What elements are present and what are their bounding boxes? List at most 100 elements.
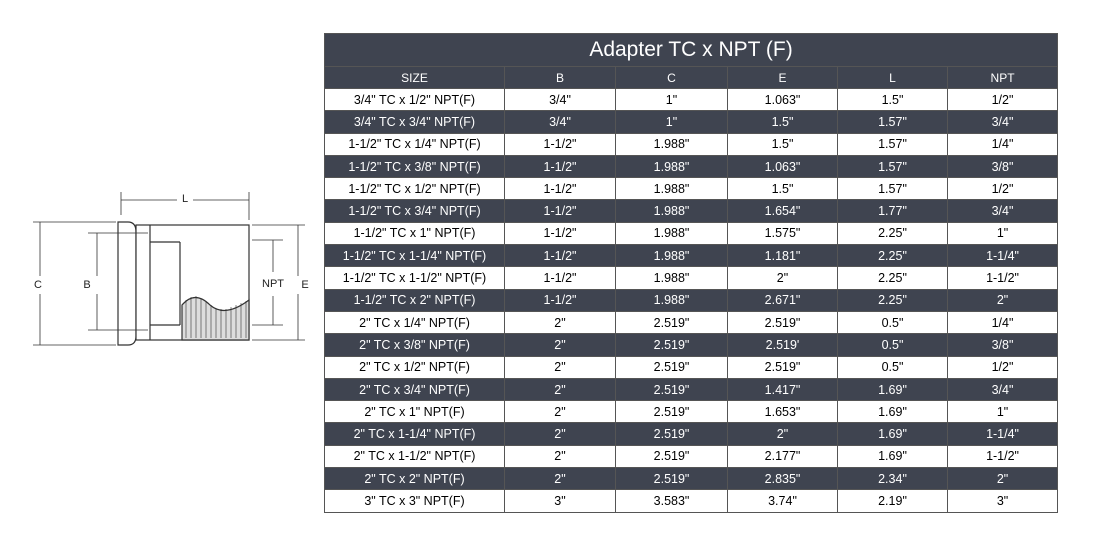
table-cell: 1.063" bbox=[727, 154, 838, 179]
dim-label: C bbox=[34, 279, 42, 291]
table-row: 2" TC x 1/2" NPT(F) 2" 2.519" 2.519" 0.5" 1/2… bbox=[324, 355, 1059, 379]
table-cell: 1-1/2" bbox=[504, 244, 616, 268]
table-cell: 0.5" bbox=[837, 355, 948, 379]
table-row: 1-1/2" TC x 1" NPT(F) 1-1/2" 1.988" 1.575" 2… bbox=[324, 221, 1059, 246]
table-cell: 1/4" bbox=[946, 132, 1059, 156]
table-cell: 1-1/4" bbox=[946, 244, 1059, 268]
table-cell: 2" bbox=[504, 400, 616, 424]
table-cell: 2.519" bbox=[615, 333, 728, 357]
diagram: L C B NPT E bbox=[33, 192, 309, 346]
table-row: 1-1/2" TC x 3/8" NPT(F) 1-1/2" 1.988" 1.063… bbox=[324, 154, 1059, 179]
table-cell: 1" bbox=[946, 221, 1059, 246]
table-cell: 1.988" bbox=[615, 288, 728, 312]
table-cell: 3/4" TC x 3/4" NPT(F) bbox=[324, 110, 505, 134]
table-cell: 2.519" bbox=[727, 355, 838, 379]
table-cell: 3/4" bbox=[504, 110, 616, 134]
header-cell: B bbox=[504, 66, 616, 89]
header-row: SIZE B C E L NPT bbox=[324, 66, 1059, 89]
table-cell: 3" bbox=[946, 489, 1059, 513]
header-cell: C bbox=[615, 66, 728, 89]
table-cell: 1.988" bbox=[615, 154, 728, 179]
table-cell: 2" bbox=[727, 422, 838, 446]
table-cell: 2.25" bbox=[837, 266, 948, 290]
table-cell: 1.69" bbox=[837, 377, 948, 402]
table-cell: 1" bbox=[946, 400, 1059, 424]
table-cell: 1/2" bbox=[946, 87, 1059, 112]
table-cell: 1.988" bbox=[615, 266, 728, 290]
header-cell: E bbox=[727, 66, 838, 89]
table-cell: 3.74" bbox=[727, 489, 838, 513]
table-cell: 2" TC x 1/4" NPT(F) bbox=[324, 310, 505, 335]
table-cell: 1-1/2" bbox=[946, 444, 1059, 469]
table-cell: 2" TC x 1-1/2" NPT(F) bbox=[324, 444, 505, 469]
table-cell: 1-1/2" TC x 1-1/4" NPT(F) bbox=[324, 244, 505, 268]
table-row: 3" TC x 3" NPT(F) 3" 3.583" 3.74" 2.19" 3" bbox=[324, 489, 1059, 513]
table-row: 2" TC x 2" NPT(F) 2" 2.519" 2.835" 2.34" 2" bbox=[324, 467, 1059, 491]
table-cell: 2.519" bbox=[615, 467, 728, 491]
table-cell: 1.988" bbox=[615, 132, 728, 156]
table-cell: 2" TC x 1" NPT(F) bbox=[324, 400, 505, 424]
table-cell: 1.5" bbox=[727, 132, 838, 156]
table-cell: 2" bbox=[504, 422, 616, 446]
table-row: 2" TC x 3/8" NPT(F) 2" 2.519" 2.519' 0.5" 3/8… bbox=[324, 333, 1059, 357]
table-row: 1-1/2" TC x 1/4" NPT(F) 1-1/2" 1.988" 1.5" 1… bbox=[324, 132, 1059, 156]
table-cell: 1-1/2" TC x 3/8" NPT(F) bbox=[324, 154, 505, 179]
table-row: 2" TC x 1/4" NPT(F) 2" 2.519" 2.519" 0.5" 1/4… bbox=[324, 310, 1059, 335]
table-cell: 1/4" bbox=[946, 310, 1059, 335]
table-cell: 1-1/2" bbox=[504, 199, 616, 223]
table-cell: 2" bbox=[504, 377, 616, 402]
table-cell: 1-1/2" bbox=[504, 288, 616, 312]
table-cell: 2.519" bbox=[615, 310, 728, 335]
table-cell: 1-1/2" TC x 2" NPT(F) bbox=[324, 288, 505, 312]
table-cell: 3/4" bbox=[946, 377, 1059, 402]
table-cell: 2" bbox=[504, 333, 616, 357]
table-cell: 3/4" bbox=[504, 87, 616, 112]
table-cell: 1.417" bbox=[727, 377, 838, 402]
table-cell: 2.519" bbox=[615, 422, 728, 446]
table-cell: 2.519" bbox=[727, 310, 838, 335]
table-cell: 1.57" bbox=[837, 177, 948, 201]
table-cell: 2.177" bbox=[727, 444, 838, 469]
table-cell: 0.5" bbox=[837, 333, 948, 357]
table-cell: 3/8" bbox=[946, 333, 1059, 357]
table-cell: 1-1/2" bbox=[946, 266, 1059, 290]
table-cell: 3/4" TC x 1/2" NPT(F) bbox=[324, 87, 505, 112]
table-cell: 1.77" bbox=[837, 199, 948, 223]
dim-label: L bbox=[182, 193, 188, 205]
table-cell: 1.5" bbox=[727, 110, 838, 134]
table-cell: 1" bbox=[615, 110, 728, 134]
table-cell: 1-1/2" TC x 1" NPT(F) bbox=[324, 221, 505, 246]
table-row: 3/4" TC x 1/2" NPT(F) 3/4" 1" 1.063" 1.5" 1/2… bbox=[324, 87, 1059, 112]
table-cell: 1.5" bbox=[837, 87, 948, 112]
table-cell: 2.25" bbox=[837, 288, 948, 312]
table-row: 3/4" TC x 3/4" NPT(F) 3/4" 1" 1.5" 1.57" 3/4" bbox=[324, 110, 1059, 134]
table-cell: 2.19" bbox=[837, 489, 948, 513]
table-cell: 1.57" bbox=[837, 132, 948, 156]
table-cell: 3.583" bbox=[615, 489, 728, 513]
table-cell: 2.25" bbox=[837, 244, 948, 268]
header-cell: SIZE bbox=[324, 66, 505, 89]
table-cell: 1-1/2" bbox=[504, 177, 616, 201]
table-cell: 1-1/2" TC x 1/2" NPT(F) bbox=[324, 177, 505, 201]
table-cell: 2.519" bbox=[615, 355, 728, 379]
table-cell: 1/2" bbox=[946, 177, 1059, 201]
table-cell: 3/4" bbox=[946, 199, 1059, 223]
table-cell: 1-1/2" TC x 1-1/2" NPT(F) bbox=[324, 266, 505, 290]
table-cell: 2.34" bbox=[837, 467, 948, 491]
table-cell: 1.57" bbox=[837, 154, 948, 179]
table-cell: 3" bbox=[504, 489, 616, 513]
table-cell: 1.69" bbox=[837, 422, 948, 446]
spec-table: Adapter TC x NPT (F) SIZE B C E L NPT 3/4" TC … bbox=[323, 33, 1059, 513]
table-cell: 2" bbox=[504, 355, 616, 379]
table-cell: 2.671" bbox=[727, 288, 838, 312]
table-cell: 2" TC x 3/4" NPT(F) bbox=[324, 377, 505, 402]
table-row: 2" TC x 1-1/4" NPT(F) 2" 2.519" 2" 1.69" 1-1/… bbox=[324, 422, 1059, 446]
table-cell: 1.988" bbox=[615, 177, 728, 201]
dim-label: B bbox=[83, 279, 90, 291]
table-cell: 3/4" bbox=[946, 110, 1059, 134]
table-cell: 2" TC x 3/8" NPT(F) bbox=[324, 333, 505, 357]
table-cell: 1-1/2" bbox=[504, 266, 616, 290]
table-row: 1-1/2" TC x 2" NPT(F) 1-1/2" 1.988" 2.671" 2… bbox=[324, 288, 1059, 312]
table-title: Adapter TC x NPT (F) bbox=[323, 33, 1059, 67]
